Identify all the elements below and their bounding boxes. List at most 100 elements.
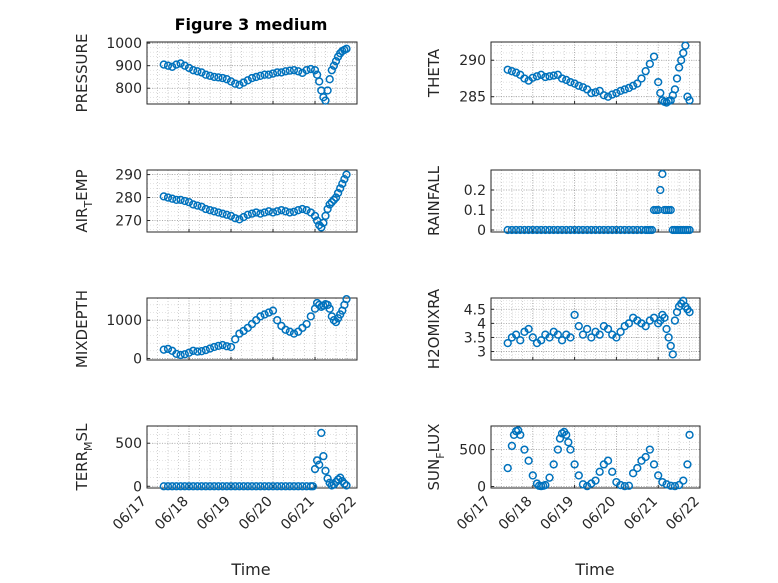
panel-7-point xyxy=(172,482,181,491)
panel-8-y-tick-label: 0 xyxy=(477,480,486,496)
panel-1-point xyxy=(218,73,227,83)
panel-3-point xyxy=(317,223,326,232)
panel-4-point xyxy=(557,225,567,235)
panel-7-point xyxy=(210,482,219,491)
panel-4-point xyxy=(624,225,634,235)
panel-7-point xyxy=(176,482,185,491)
panel-2-point xyxy=(656,88,665,98)
panel-5-point xyxy=(268,306,278,315)
panel-3-point xyxy=(331,193,341,202)
panel-6-y-tick-label: 3.5 xyxy=(464,330,486,346)
panel-2-point xyxy=(562,75,571,85)
panel-4-point xyxy=(582,225,592,235)
panel-3-point xyxy=(336,184,345,193)
panel-7-point xyxy=(222,482,231,491)
panel-6-point xyxy=(670,316,680,325)
panel-8-point xyxy=(591,476,600,485)
panel-3-y-tick-label: 280 xyxy=(115,191,142,207)
panel-3-point xyxy=(159,192,168,201)
panel-4-point xyxy=(587,225,596,235)
panel-2-point xyxy=(616,86,625,96)
panel-4-point xyxy=(656,185,665,195)
panel-3-point xyxy=(289,207,299,216)
panel-3-point xyxy=(235,215,244,224)
panel-2-point xyxy=(681,41,690,50)
panel-8-point xyxy=(528,471,537,480)
panel-4-point xyxy=(507,225,517,235)
panel-1-point xyxy=(264,70,273,79)
panel-4-point xyxy=(570,225,579,235)
panel-2-point xyxy=(612,88,621,98)
panel-4-point xyxy=(658,169,667,179)
panel-2-point xyxy=(566,77,575,87)
panel-8-axes-box xyxy=(490,425,701,489)
panel-7-point xyxy=(163,482,173,491)
panel-1-point xyxy=(329,61,339,70)
panel-2-point xyxy=(677,56,686,65)
panel-4-point xyxy=(612,225,621,235)
panel-6-point xyxy=(582,324,592,334)
panel-6-point xyxy=(503,338,512,348)
panel-1-point xyxy=(163,61,173,70)
panel-8-point xyxy=(666,481,675,490)
panel-4-point xyxy=(553,225,563,235)
panel-3-point xyxy=(193,201,202,210)
panel-7-point xyxy=(268,482,278,491)
panel-1-point xyxy=(205,71,215,80)
panel-8-y-tick-label: 500 xyxy=(459,443,486,459)
panel-1-point xyxy=(256,71,265,80)
panel-5-point xyxy=(256,312,265,321)
panel-4: 0 0.1 0.2 RAINFALL xyxy=(425,165,701,239)
panel-2-point xyxy=(574,81,583,90)
panel-8-point xyxy=(683,460,692,469)
panel-2-point xyxy=(570,79,579,88)
panel-1-point xyxy=(294,67,303,76)
panel-3-point xyxy=(281,207,290,216)
panel-2-y-axis-label: THETA xyxy=(425,48,443,98)
panel-4-y-tick-label: 0 xyxy=(477,223,486,239)
panel-7-point xyxy=(264,482,273,491)
panel-5-point xyxy=(197,347,206,356)
panel-1-point xyxy=(214,73,223,82)
panel-6-point xyxy=(528,333,537,342)
panel-5-point xyxy=(325,304,334,313)
panel-8-point xyxy=(670,482,680,491)
panel-1-point xyxy=(327,66,336,75)
panel-8-point xyxy=(564,438,573,447)
panel-2-point xyxy=(557,74,567,83)
panel-7-point xyxy=(159,482,168,491)
panel-8-point xyxy=(662,480,671,489)
panel-6-point xyxy=(641,322,650,331)
panel-6-point xyxy=(603,324,613,334)
panel-8-point xyxy=(685,430,694,440)
panel-5-point xyxy=(184,348,194,357)
panel-5-y-axis-label: MIXDEPTH xyxy=(73,290,91,368)
panel-7-point xyxy=(235,482,244,491)
panel-6-point xyxy=(537,336,546,345)
panel-6-point xyxy=(566,333,575,342)
panel-7-point xyxy=(321,466,330,475)
panel-2-point xyxy=(587,88,596,98)
panel-7-point xyxy=(277,482,286,491)
panel-2-point xyxy=(685,96,694,105)
panel-1-point xyxy=(159,60,168,69)
panel-4-point xyxy=(524,225,533,235)
panel-3-point xyxy=(327,197,336,207)
panel-3-point xyxy=(273,207,282,216)
panel-4-point xyxy=(545,225,554,235)
panel-1-point xyxy=(281,67,290,76)
panel-1-point xyxy=(247,73,257,83)
panel-5: 0 1000 MIXDEPTH xyxy=(73,290,358,368)
panel-8-point xyxy=(507,441,517,451)
panel-6-point xyxy=(668,350,677,359)
panel-3-point xyxy=(329,195,339,205)
panel-6-point xyxy=(624,319,634,328)
panel-2-point xyxy=(641,67,650,76)
panel-4-point xyxy=(566,225,575,235)
panel-5-point xyxy=(180,350,189,359)
panel-4-point xyxy=(520,225,529,235)
panel-4-point xyxy=(616,225,625,235)
panel-7-point xyxy=(281,482,290,491)
panel-1-point xyxy=(302,66,311,75)
panel-7-point xyxy=(180,482,189,491)
